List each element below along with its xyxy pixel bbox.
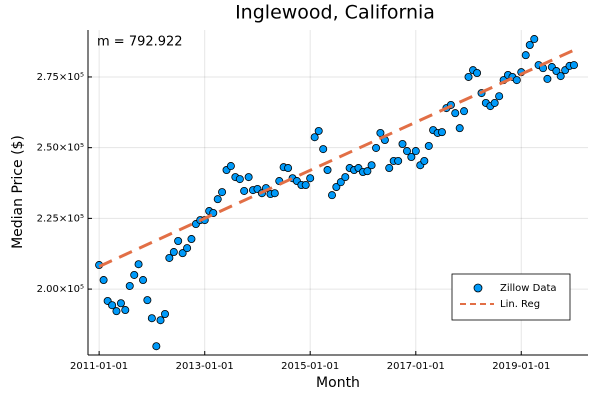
x-tick-label: 2013-01-01 — [176, 361, 234, 372]
data-point — [490, 98, 499, 107]
data-point — [385, 164, 394, 173]
data-point — [284, 164, 293, 173]
data-point — [464, 72, 473, 81]
data-point — [543, 74, 552, 83]
data-point — [306, 174, 315, 183]
data-point — [336, 178, 345, 187]
data-point — [226, 162, 235, 171]
data-point — [143, 296, 152, 305]
x-tick-label: 2011-01-01 — [70, 361, 128, 372]
data-point — [556, 72, 565, 81]
data-point — [147, 314, 156, 323]
data-point — [240, 186, 249, 195]
data-point — [328, 191, 337, 200]
data-point — [187, 235, 196, 244]
data-point — [552, 67, 561, 76]
data-point — [455, 124, 464, 133]
data-point — [521, 51, 530, 60]
data-point — [116, 299, 125, 308]
data-point — [121, 306, 130, 315]
data-point — [99, 276, 108, 285]
data-point — [165, 253, 174, 262]
data-point — [341, 173, 350, 182]
y-tick-label: 2.00×10⁵ — [37, 284, 84, 295]
data-point — [473, 68, 482, 77]
legend-box — [451, 273, 571, 321]
y-axis-label: Median Price ($) — [10, 135, 26, 249]
x-axis-label: Month — [316, 375, 360, 391]
data-point — [134, 260, 143, 269]
data-point — [451, 109, 460, 118]
data-point — [152, 342, 161, 351]
data-point — [398, 139, 407, 148]
data-point — [420, 156, 429, 165]
y-tick-label: 2.75×10⁵ — [37, 72, 84, 83]
annotation: m = 792.922 — [97, 35, 183, 50]
y-tick-label: 2.50×10⁵ — [37, 143, 84, 154]
data-point — [530, 35, 539, 44]
y-tick-label: 2.25×10⁵ — [37, 213, 84, 224]
data-point — [213, 195, 222, 204]
legend-marker — [473, 283, 483, 293]
data-point — [108, 301, 117, 310]
data-point — [394, 156, 403, 165]
data-point — [270, 189, 279, 198]
regression-line — [98, 48, 575, 268]
data-point — [376, 128, 385, 137]
data-point — [310, 133, 319, 142]
data-point — [402, 147, 411, 156]
data-point — [174, 237, 183, 246]
data-point — [323, 166, 332, 175]
data-point — [424, 141, 433, 150]
data-point — [139, 276, 148, 285]
data-point — [437, 128, 446, 137]
data-point — [112, 307, 121, 316]
data-point — [319, 145, 328, 154]
data-point — [244, 173, 253, 182]
data-point — [363, 167, 372, 176]
data-point — [183, 244, 192, 253]
data-point — [525, 40, 534, 49]
legend-label: Zillow Data — [500, 283, 557, 294]
data-point — [130, 270, 139, 279]
data-point — [125, 281, 134, 290]
data-point — [161, 309, 170, 318]
data-point — [301, 181, 310, 190]
data-point — [367, 161, 376, 170]
data-point — [218, 188, 227, 197]
data-point — [372, 143, 381, 152]
data-point — [512, 76, 521, 85]
data-point — [169, 248, 178, 257]
data-point — [411, 147, 420, 156]
data-point — [156, 316, 165, 325]
data-point — [569, 61, 578, 70]
data-point — [407, 153, 416, 162]
data-point — [178, 249, 187, 258]
data-point — [332, 182, 341, 191]
data-point — [460, 107, 469, 116]
data-point — [314, 126, 323, 135]
data-point — [495, 92, 504, 101]
legend-label: Lin. Reg — [500, 299, 540, 310]
data-point — [235, 175, 244, 184]
x-tick-label: 2017-01-01 — [387, 361, 445, 372]
x-tick-label: 2015-01-01 — [281, 361, 339, 372]
x-tick-label: 2019-01-01 — [492, 361, 550, 372]
chart-title: Inglewood, California — [235, 2, 435, 24]
